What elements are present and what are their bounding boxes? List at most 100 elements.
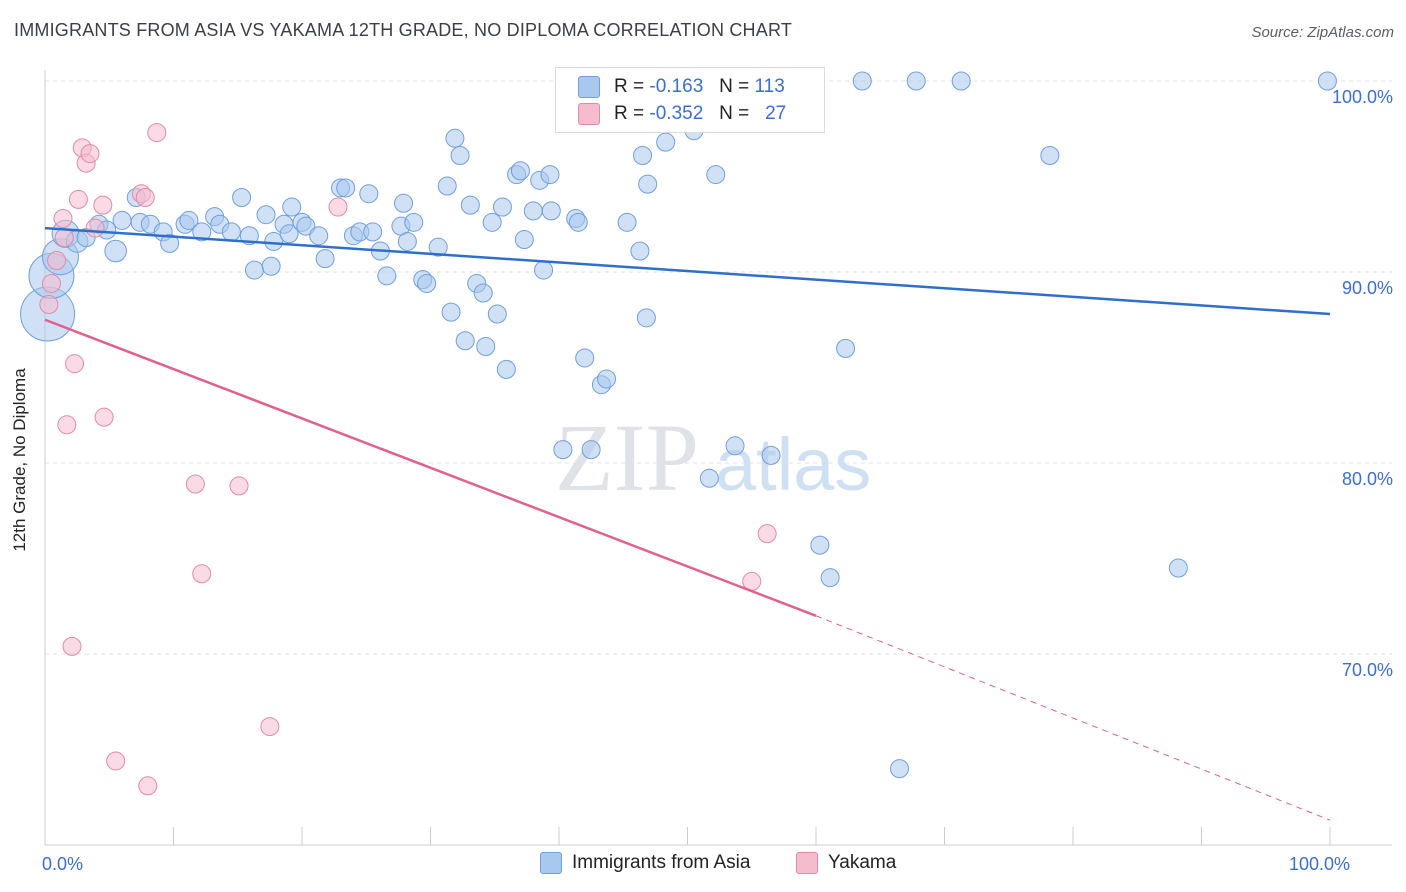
point-yakama [147,123,167,143]
point-asia [633,145,653,165]
point-asia [699,468,719,488]
point-asia [445,128,465,148]
point-yakama [41,273,61,293]
point-asia [450,145,470,165]
point-asia [575,348,595,368]
point-asia [581,440,601,460]
point-yakama [185,474,205,494]
point-asia [397,231,417,251]
point-asia [104,239,127,263]
trend-layer [44,226,1331,821]
point-yakama [93,195,113,215]
point-asia [315,249,335,269]
point-asia [553,440,573,460]
point-yakama [135,188,155,208]
point-yakama [80,144,100,164]
legend-r-label: R = [614,76,645,97]
y-tick-label: 100.0% [1332,87,1393,107]
point-yakama [138,776,158,796]
point-asia [638,174,658,194]
point-asia [279,224,299,244]
point-asia [441,302,461,322]
point-yakama [68,189,88,209]
point-asia [160,233,180,253]
point-asia [359,184,379,204]
point-asia [890,759,910,779]
source-credit: Source: ZipAtlas.com [1251,24,1394,41]
point-asia [852,71,872,91]
legend-r-value-yakama: -0.352 [649,103,704,124]
watermark: ZIP atlas [555,404,871,511]
point-yakama [57,415,77,435]
ticks-layer: 100.0% 90.0% 80.0% 70.0% 0.0% 100.0% [42,87,1393,874]
legend-r-label: R = [614,103,645,124]
bottom-legend-yakama[interactable]: Yakama [796,852,896,874]
point-asia [192,222,212,242]
watermark-zip: ZIP [555,404,699,511]
point-asia [256,205,276,225]
legend-n-label: N = [719,76,750,97]
point-asia [1040,145,1060,165]
legend-swatch-asia [578,76,600,98]
legend-n-label: N = [719,103,750,124]
point-asia [296,216,316,236]
point-asia [437,176,457,196]
point-asia [541,201,561,221]
legend-n-value-asia: 113 [754,76,785,97]
point-asia [404,212,424,232]
point-asia [232,188,252,208]
point-asia [1168,558,1188,578]
trend-line-yakama [44,318,817,617]
y-tick-label: 90.0% [1342,278,1393,298]
point-asia [836,338,856,358]
trend-line-asia [44,226,1331,316]
legend-n-value-yakama: 27 [765,103,787,124]
point-asia [179,210,199,230]
y-tick-label: 80.0% [1342,469,1393,489]
point-asia [394,193,414,213]
point-asia [492,197,512,217]
point-asia [810,535,830,555]
stats-legend: R = -0.163 N = 113 R = -0.352 N = 27 [555,67,825,133]
point-asia [568,212,588,232]
point-asia [377,266,397,286]
legend-row-yakama: R = -0.352 N = 27 [578,101,786,127]
point-yakama [65,354,85,374]
point-asia [473,283,493,303]
point-yakama [192,564,212,584]
point-asia [221,222,241,242]
trend-line-yakama-extension [815,615,1331,821]
point-asia [476,336,496,356]
points-layer [20,71,1337,796]
point-asia [597,369,617,389]
point-asia [514,230,534,250]
point-asia [820,568,840,588]
point-asia [487,304,507,324]
bottom-legend-swatch-asia [540,852,562,874]
point-asia [112,210,132,230]
point-yakama [47,251,67,271]
point-asia [482,212,502,232]
point-asia [510,161,530,181]
point-yakama [85,218,105,238]
point-yakama [260,717,280,737]
point-asia [417,273,437,293]
point-asia [761,445,781,465]
point-asia [630,241,650,261]
point-asia [656,132,676,152]
point-asia [951,71,971,91]
x-tick-label: 100.0% [1289,854,1350,874]
point-yakama [757,524,777,544]
point-asia [282,197,302,217]
point-asia [261,256,281,276]
point-asia [534,260,554,280]
legend-r-value-asia: -0.163 [649,76,704,97]
point-asia [906,71,926,91]
axes-layer [44,70,1392,846]
point-yakama [53,209,73,229]
bottom-legend-asia[interactable]: Immigrants from Asia [540,852,750,874]
point-yakama [94,407,114,427]
point-asia [1317,71,1337,91]
watermark-atlas: atlas [715,423,871,506]
